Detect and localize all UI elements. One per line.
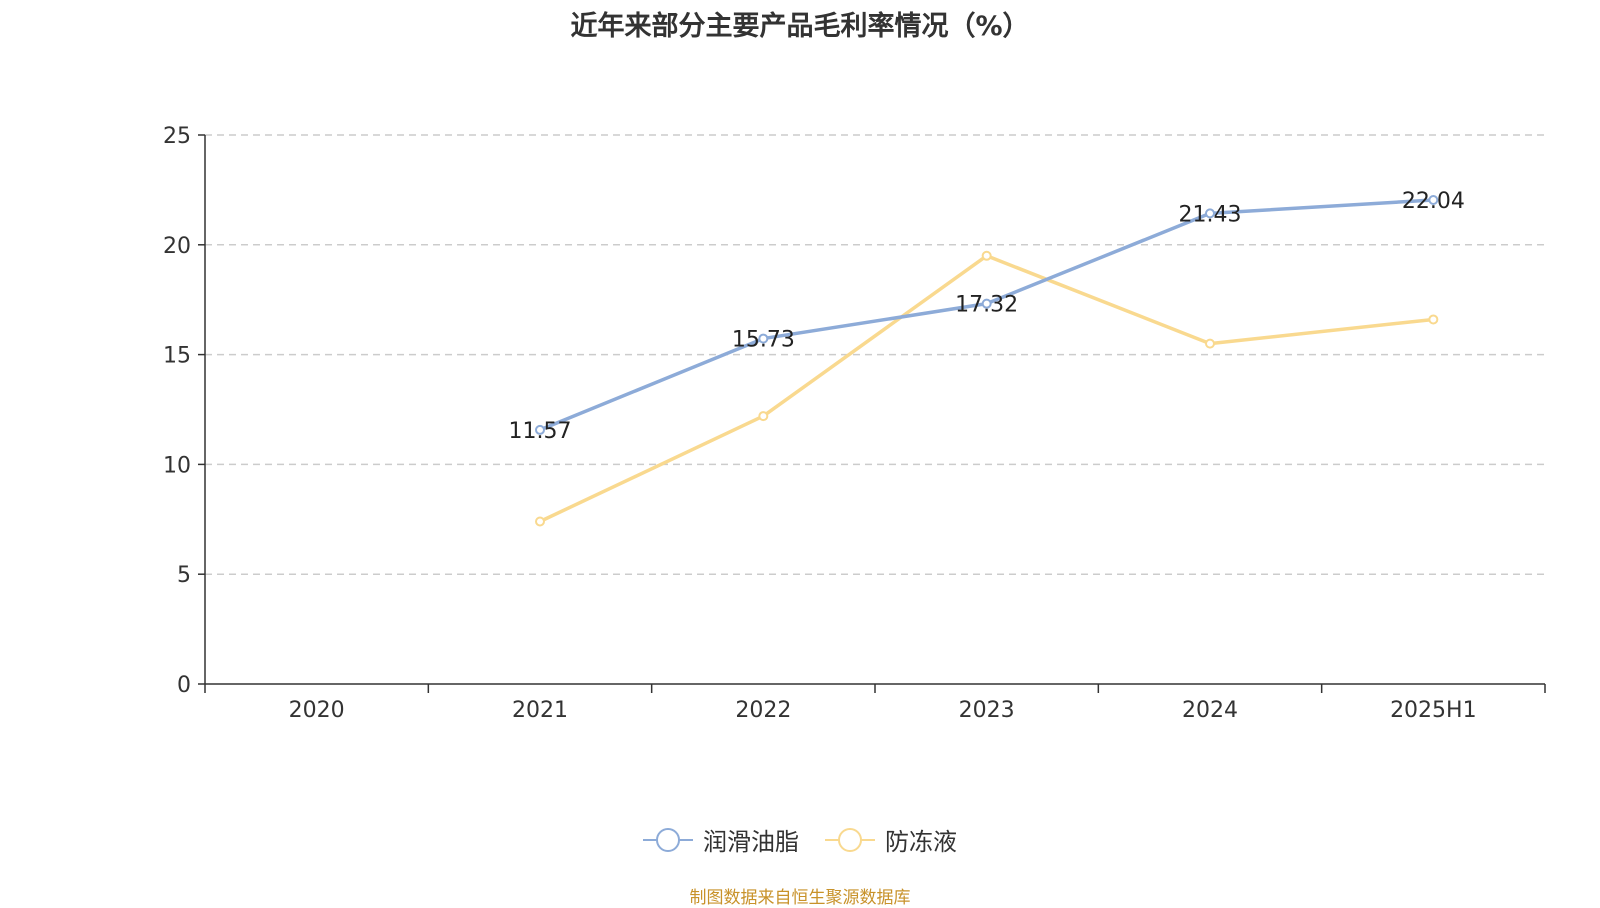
chart-title: 近年来部分主要产品毛利率情况（%） [570, 11, 1030, 42]
data-point [1428, 195, 1439, 206]
y-tick-label: 5 [177, 563, 191, 588]
legend-item-antifreeze[interactable]: 防冻液 [825, 822, 957, 857]
data-point [758, 333, 769, 344]
data-point [535, 516, 545, 527]
legend-item-lubricant[interactable]: 润滑油脂 [643, 822, 799, 857]
y-tick-label: 0 [177, 673, 191, 698]
data-label: 11.57 [509, 419, 572, 444]
y-tick-label: 15 [163, 344, 191, 369]
x-tick-label: 2021 [512, 698, 568, 723]
data-label: 17.32 [955, 293, 1018, 318]
data-label: 22.04 [1402, 189, 1465, 214]
x-tick-label: 2020 [289, 698, 345, 723]
data-point [981, 250, 992, 261]
legend-marker-antifreeze [825, 827, 875, 852]
legend: 润滑油脂 防冻液 [0, 822, 1600, 857]
y-tick-label: 10 [163, 453, 191, 478]
data-label: 21.43 [1179, 202, 1242, 227]
data-point [535, 424, 545, 435]
data-point [981, 298, 992, 309]
legend-label-antifreeze: 防冻液 [885, 828, 957, 856]
line-chart: 0 5 10 15 20 25 2020 2021 2022 2023 2024 2025H1 11.5… [163, 124, 1546, 723]
data-point [1205, 208, 1215, 219]
x-tick-label: 2022 [735, 698, 791, 723]
y-tick-label: 20 [163, 234, 191, 259]
legend-label-lubricant: 润滑油脂 [703, 828, 799, 856]
data-point [1428, 314, 1439, 325]
x-tick-label: 2023 [959, 698, 1015, 723]
x-tick-label: 2025H1 [1390, 698, 1477, 723]
data-point [758, 411, 769, 422]
x-tick-label: 2024 [1182, 698, 1238, 723]
data-point [1205, 338, 1215, 349]
data-label: 15.73 [732, 328, 795, 353]
data-source-note: 制图数据来自恒生聚源数据库 [689, 888, 911, 908]
legend-marker-lubricant [643, 827, 693, 852]
y-tick-label: 25 [163, 124, 191, 149]
